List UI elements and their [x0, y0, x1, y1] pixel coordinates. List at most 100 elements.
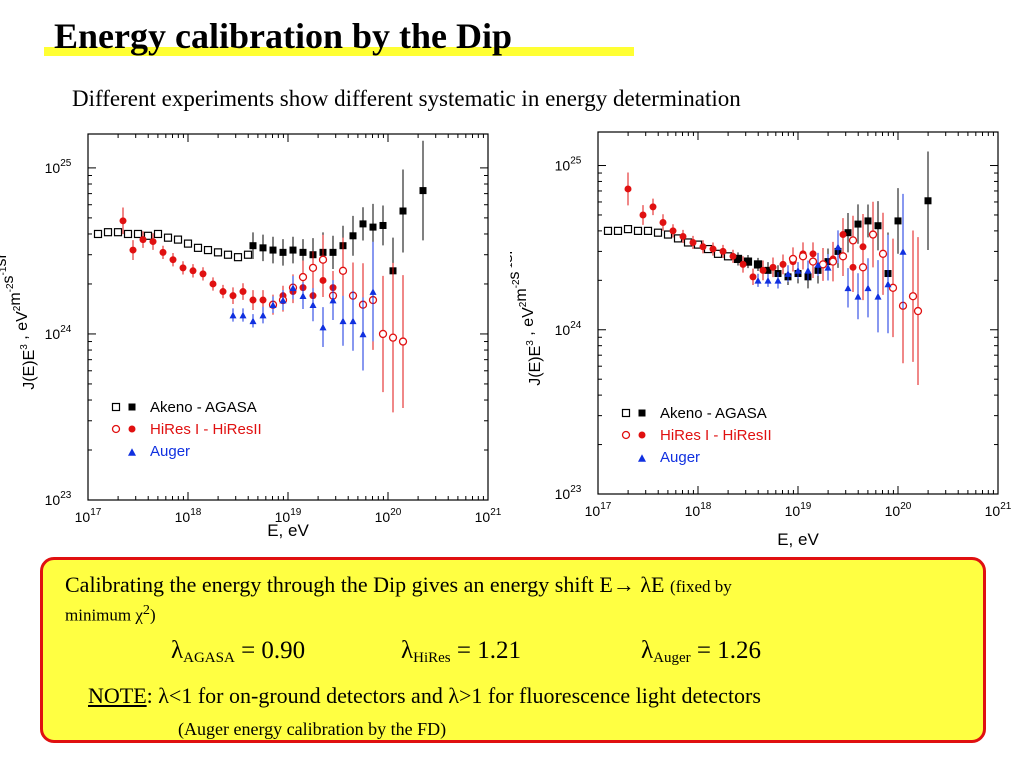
x-tick-exponent: 20: [390, 507, 402, 518]
calibration-main-text: Calibrating the energy through the Dip g…: [65, 572, 665, 597]
legend-marker: [128, 403, 136, 411]
y-axis-label-part: , eV: [14, 311, 31, 344]
data-point: [709, 245, 717, 253]
y-axis-label-part: J(E)E: [527, 346, 544, 386]
data-point: [243, 250, 253, 259]
x-tick-exponent: 20: [900, 501, 912, 512]
lambda-auger-subscript: Auger: [653, 650, 691, 666]
x-tick-base: 10: [475, 509, 491, 525]
legend-marker: [128, 425, 136, 433]
y-tick-base: 10: [45, 326, 61, 342]
data-point: [299, 292, 307, 300]
data-point: [229, 311, 237, 319]
data-point: [153, 229, 163, 239]
y-tick-label: 1023: [555, 484, 582, 502]
title-highlight-bar: [44, 47, 634, 56]
data-point: [834, 243, 842, 251]
data-point: [734, 255, 742, 263]
slide-subtitle: Different experiments show different sys…: [72, 86, 741, 111]
y-tick-exponent: 23: [60, 490, 72, 501]
legend-label: Auger: [150, 443, 190, 460]
chi-square-exponent: 2: [142, 602, 150, 618]
legend-marker: [128, 448, 136, 456]
data-point: [659, 218, 667, 226]
data-point: [908, 292, 918, 301]
legend-label: HiRes I - HiResII: [150, 421, 262, 438]
data-point: [804, 267, 812, 274]
y-axis-label-part: m: [7, 292, 24, 305]
y-axis-label-exponent: 3: [525, 340, 536, 346]
data-point: [139, 236, 147, 244]
y-tick-label: 1024: [555, 320, 582, 338]
data-point: [269, 301, 277, 309]
y-tick-base: 10: [45, 492, 61, 508]
y-tick-label: 1024: [45, 324, 72, 342]
data-point: [874, 222, 882, 230]
y-axis-label-exponent: 2: [12, 305, 23, 311]
data-point: [643, 226, 653, 235]
x-tick-base: 10: [685, 503, 701, 519]
data-point: [299, 248, 307, 256]
data-point: [308, 263, 318, 273]
data-point: [213, 248, 223, 257]
y-axis-label-part: sr: [0, 253, 10, 267]
data-point: [639, 211, 647, 219]
y-axis-label-part: s: [0, 275, 17, 283]
data-point: [339, 317, 347, 325]
x-tick-label: 1018: [685, 501, 712, 519]
data-point: [133, 229, 143, 239]
data-point: [203, 245, 213, 255]
chi-square-prefix: minimum χ: [65, 605, 143, 625]
data-point: [259, 244, 267, 252]
data-point: [163, 233, 173, 242]
data-point: [388, 333, 398, 342]
left-series-triangle-filled: [229, 241, 377, 371]
data-point: [269, 246, 277, 254]
lambda-hires: λHiRes = 1.21: [401, 636, 521, 673]
right-series-circle-open: [788, 201, 923, 385]
data-point: [838, 252, 848, 261]
x-axis-label: E, eV: [777, 530, 819, 549]
calibration-statement: Calibrating the energy through the Dip g…: [65, 572, 732, 600]
data-point: [844, 284, 852, 292]
x-tick-base: 10: [585, 503, 601, 519]
data-point: [739, 260, 747, 268]
data-point: [359, 330, 367, 338]
lambda-hires-symbol: λ: [401, 637, 414, 664]
y-axis-label-exponent: -1: [0, 266, 9, 275]
data-point: [699, 243, 707, 251]
data-point: [864, 284, 872, 292]
legend-label: Akeno - AGASA: [150, 399, 257, 416]
y-tick-base: 10: [555, 322, 571, 338]
lambda-hires-value: = 1.21: [456, 637, 521, 664]
data-point: [744, 258, 752, 266]
y-axis-label-part: s: [510, 271, 523, 279]
x-tick-base: 10: [175, 509, 191, 525]
note-label: NOTE: [88, 683, 147, 708]
data-point: [839, 231, 847, 239]
data-point: [398, 337, 408, 346]
data-point: [899, 248, 907, 255]
data-point: [764, 266, 772, 274]
lambda-auger: λAuger = 1.26: [641, 636, 761, 673]
legend-marker: [111, 424, 121, 434]
data-point: [924, 197, 932, 205]
data-point: [219, 288, 227, 296]
y-axis-label: J(E)E3 , eV2m-2s-1sr-1: [510, 240, 544, 386]
data-point: [249, 242, 257, 250]
data-point: [179, 264, 187, 272]
data-point: [103, 228, 113, 237]
y-axis-label-part: sr: [510, 249, 516, 263]
data-point: [159, 248, 167, 256]
data-point: [239, 288, 247, 296]
data-point: [349, 317, 357, 325]
y-axis-label-exponent: -2: [5, 283, 16, 292]
data-point: [844, 229, 852, 237]
legend-marker: [638, 454, 646, 462]
data-point: [229, 292, 237, 300]
x-tick-base: 10: [375, 509, 391, 525]
x-tick-label: 1019: [275, 507, 302, 525]
lambda-agasa-subscript: AGASA: [183, 650, 235, 666]
data-point: [223, 250, 233, 259]
data-point: [233, 253, 243, 262]
